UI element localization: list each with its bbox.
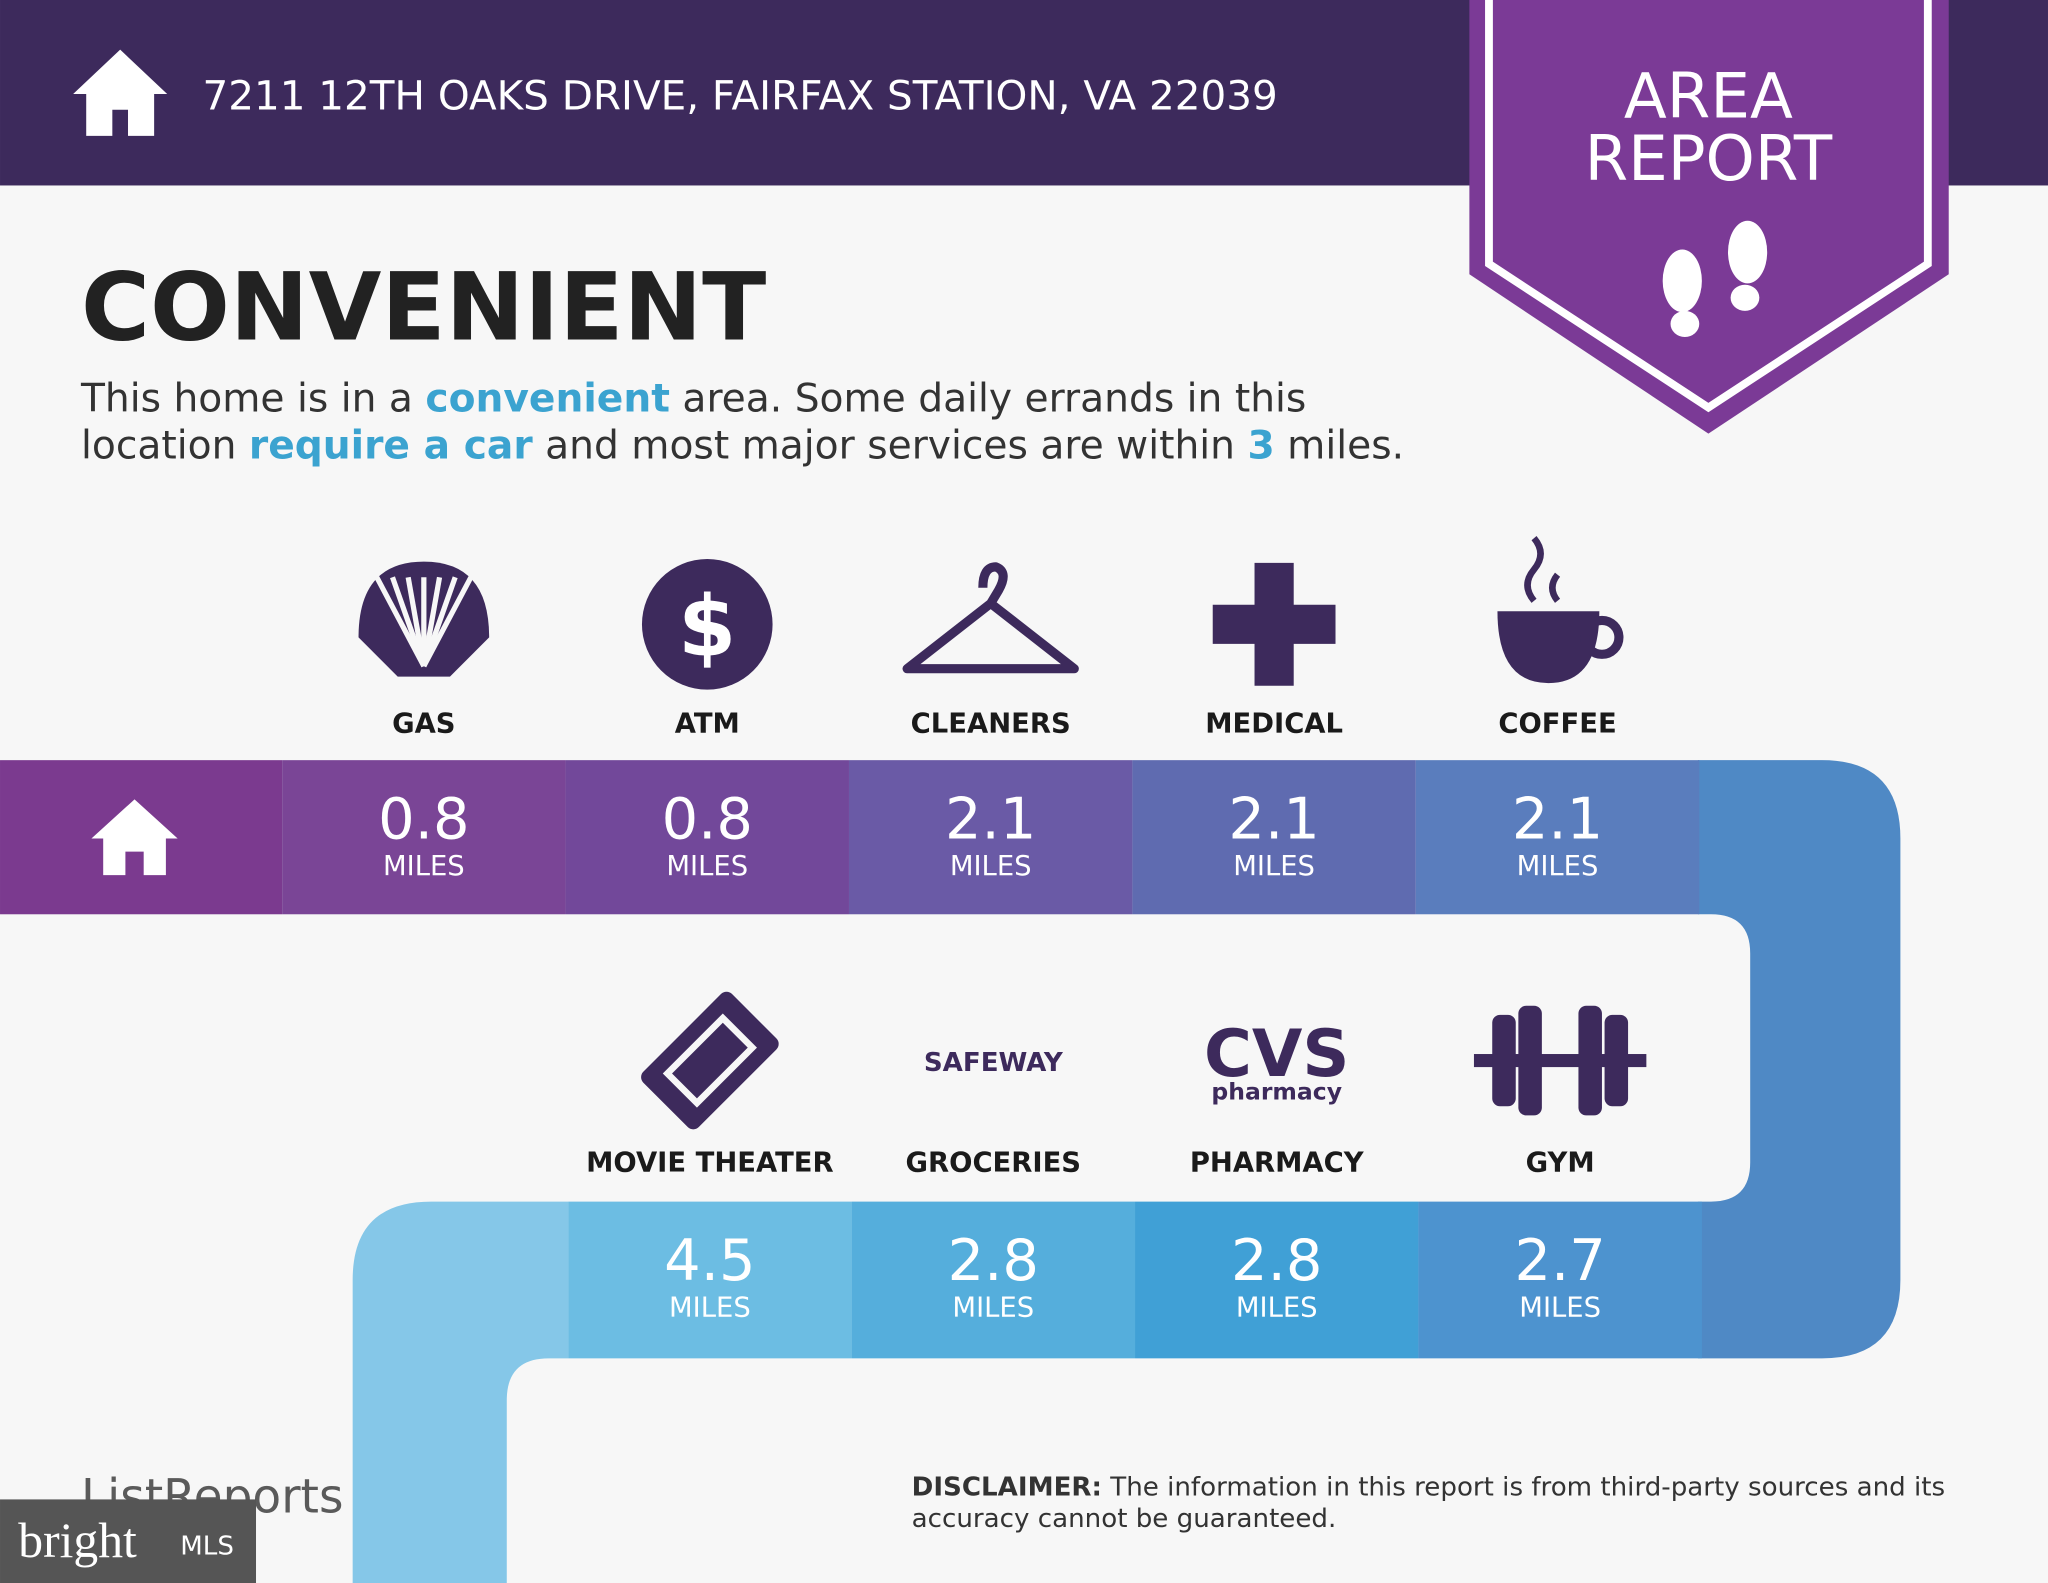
footprints — [1662, 220, 1768, 337]
amenity-label: COFFEE — [1498, 709, 1616, 740]
distance-unit: MILES — [1517, 851, 1599, 882]
path-turn — [352, 1201, 569, 1583]
distance-cell — [851, 1201, 1136, 1359]
distance-value: 2.8 — [948, 1227, 1039, 1294]
disclaimer-text: accuracy cannot be guaranteed. — [912, 1504, 1337, 1534]
distance-unit: MILES — [1233, 851, 1315, 882]
disclaimer: DISCLAIMER: The information in this repo… — [912, 1472, 1945, 1502]
medical-icon — [1212, 562, 1336, 686]
gas-icon-rib — [421, 576, 474, 668]
cells: GAS0.8MILES$ATM0.8MILESCLEANERS2.1MILESM… — [282, 536, 1702, 1359]
distance-value: 2.1 — [1228, 786, 1319, 853]
gym-icon-plate — [1518, 1005, 1542, 1116]
distance-value: 2.8 — [1231, 1227, 1322, 1294]
gym-icon-plate — [1492, 1014, 1516, 1107]
distance-value: 2.1 — [1512, 786, 1603, 853]
distance-cell — [282, 760, 566, 915]
amenity-label: GROCERIES — [906, 1148, 1082, 1179]
description-line: location require a car and most major se… — [81, 423, 1404, 468]
disclaimer-text: The information in this report is from t… — [1102, 1472, 1945, 1502]
distance-cell — [568, 1201, 852, 1359]
home-icon — [91, 799, 178, 876]
disclaimer-label: DISCLAIMER: — [912, 1472, 1102, 1502]
gym-icon-bar — [1473, 1054, 1647, 1068]
distance-value: 0.8 — [662, 786, 753, 853]
distance-unit: MILES — [383, 851, 465, 882]
amenity-label: CLEANERS — [911, 709, 1071, 740]
amenity-label: PHARMACY — [1190, 1148, 1365, 1179]
address: 7211 12TH OAKS DRIVE, FAIRFAX STATION, V… — [202, 72, 1277, 120]
atm-icon-symbol: $ — [678, 578, 736, 676]
safeway-logo: SAFEWAY — [924, 1048, 1064, 1078]
distance-value: 4.5 — [664, 1227, 755, 1294]
coffee-icon-steam — [1524, 536, 1561, 603]
badge-border — [1485, 0, 1932, 413]
distance-cell — [1132, 760, 1416, 915]
amenity-label: GYM — [1526, 1148, 1595, 1179]
distance-unit: MILES — [666, 851, 748, 882]
text: area. Some daily errands in this — [670, 376, 1306, 421]
cleaners-icon — [902, 562, 1079, 674]
coffee-icon — [1497, 611, 1600, 684]
amenity-label: MOVIE THEATER — [586, 1148, 833, 1179]
distance-unit: MILES — [952, 1293, 1034, 1324]
highlight: 3 — [1247, 423, 1274, 468]
text: and most major services are within — [533, 423, 1248, 468]
description-line: This home is in a convenient area. Some … — [80, 376, 1306, 421]
gym-icon-plate — [1604, 1014, 1629, 1107]
highlight: convenient — [425, 376, 670, 421]
amenity-label: MEDICAL — [1205, 709, 1343, 740]
ticket-icon — [641, 991, 779, 1130]
distance-cell — [565, 760, 849, 915]
mls: MLS — [180, 1531, 234, 1561]
mls-brand: bright — [18, 1513, 137, 1568]
text: This home is in a — [80, 376, 425, 421]
amenity-label: GAS — [392, 709, 455, 740]
distance-unit: MILES — [950, 851, 1032, 882]
distance-cell — [1418, 1201, 1702, 1359]
distance-value: 2.1 — [945, 786, 1036, 853]
cvs-logo: CVS — [1204, 1016, 1349, 1092]
text: miles. — [1275, 423, 1404, 468]
distance-value: 0.8 — [378, 786, 469, 853]
coffee-icon-handle — [1580, 615, 1624, 659]
title: CONVENIENT — [81, 254, 766, 363]
distance-unit: MILES — [1236, 1293, 1318, 1324]
distance-unit: MILES — [669, 1293, 751, 1324]
cvs-logo-sub: pharmacy — [1211, 1078, 1342, 1106]
atm-icon — [641, 559, 773, 690]
distance-cell — [848, 760, 1133, 915]
distance-unit: MILES — [1519, 1293, 1601, 1324]
gym-icon-plate — [1578, 1005, 1602, 1116]
ticket-icon-inner — [662, 1013, 757, 1108]
highlight: require a car — [249, 423, 533, 468]
distance-cell — [1135, 1201, 1419, 1359]
badge-line: AREA — [1624, 60, 1793, 133]
home-icon — [73, 49, 168, 136]
path-turn — [1697, 760, 1901, 1359]
distance-cell — [1415, 760, 1700, 915]
mls-box — [0, 1499, 257, 1583]
amenity-label: ATM — [675, 709, 740, 740]
badge-line: REPORT — [1585, 122, 1833, 195]
text: location — [81, 423, 249, 468]
distance-value: 2.7 — [1514, 1227, 1605, 1294]
